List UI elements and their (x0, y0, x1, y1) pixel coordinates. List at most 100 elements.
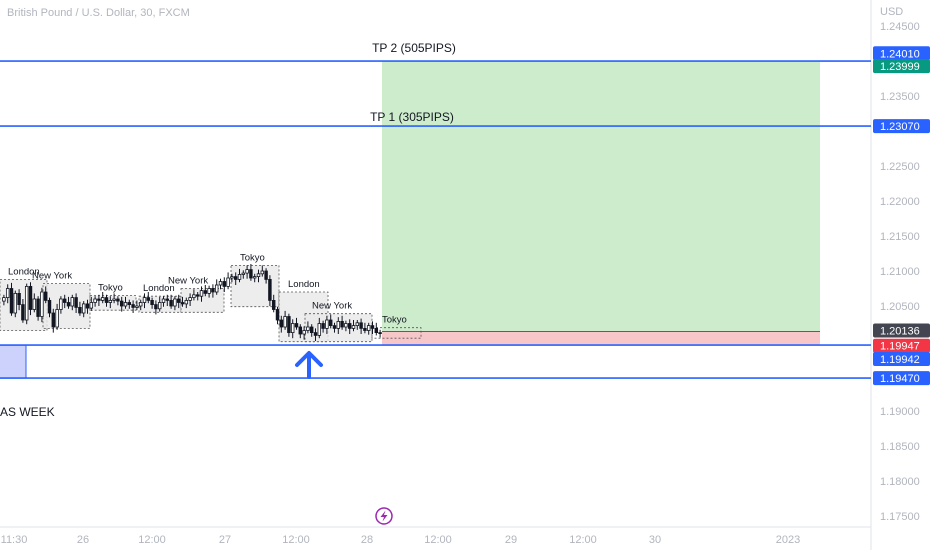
candle-body (176, 298, 181, 303)
candle-body (93, 298, 97, 303)
price-badge (873, 338, 930, 353)
candle-body (207, 288, 211, 294)
candle-body (290, 323, 295, 333)
candle-body (116, 298, 120, 302)
time-tick-label: 12:00 (282, 534, 310, 546)
candle-body (222, 281, 227, 287)
candle-body (298, 326, 303, 335)
candle-body (173, 298, 177, 307)
candle-body (332, 325, 337, 329)
time-tick-label: 2023 (776, 534, 800, 546)
price-tick-label: 1.17500 (880, 511, 920, 523)
time-tick-label: 28 (361, 534, 373, 546)
candle-body (138, 302, 143, 307)
candle-body (241, 272, 246, 275)
price-tick-label: 1.22000 (880, 196, 920, 208)
lightning-bolt-icon[interactable] (375, 507, 393, 525)
candle-body (336, 320, 341, 329)
price-badge-label: 1.19947 (880, 341, 920, 353)
price-badge-label: 1.23070 (880, 121, 920, 133)
candle-body (328, 319, 333, 326)
candle-body (203, 290, 208, 294)
price-badge (873, 46, 930, 61)
stop-zone[interactable] (382, 331, 820, 346)
highlight-box (0, 344, 27, 379)
candle-body (370, 325, 375, 329)
session-box (230, 264, 280, 308)
candle-body (66, 302, 71, 307)
price-badge (873, 371, 930, 386)
price-tick-label: 1.19000 (880, 406, 920, 418)
time-tick-label: 11:30 (1, 534, 28, 546)
candle-body (47, 299, 52, 314)
candle-body (283, 316, 287, 328)
candle-body (192, 294, 196, 298)
session-label: London (8, 266, 40, 277)
candle-body (355, 322, 360, 326)
candle-body (28, 285, 33, 310)
price-badges: 1.240101.239991.230701.201361.2011426:29… (873, 46, 930, 386)
candle-body (359, 322, 363, 329)
tp1-label: TP 1 (305PIPS) (370, 110, 454, 124)
candle-body (135, 305, 139, 308)
candle-body (146, 297, 151, 301)
candle-body (268, 278, 272, 301)
candle-body (5, 288, 10, 299)
candle-body (169, 299, 173, 307)
session-label: New York (32, 271, 72, 282)
profit-zone[interactable] (382, 61, 820, 332)
time-axis-ticks: 11:30 26 12:00 27 12:00 28 12:00 29 12:00 30 2023 (1, 534, 801, 546)
candle-body (313, 332, 318, 336)
time-tick-label: 30 (649, 534, 661, 546)
price-badge-label: 1.20136 (880, 325, 920, 337)
session-label: Tokyo (98, 283, 123, 294)
candle-body (351, 325, 356, 329)
price-badge (873, 352, 930, 367)
price-tick-label: 1.21500 (880, 231, 920, 243)
candle-body (218, 281, 223, 286)
candle-body (97, 298, 101, 301)
price-badge-label: 1.23999 (880, 61, 920, 73)
candle-body (13, 292, 18, 314)
price-badge-label: 1.19942 (880, 354, 920, 366)
horizontal-lines (0, 60, 871, 379)
time-tick-label: 12:00 (138, 534, 166, 546)
time-tick-label: 27 (219, 534, 231, 546)
candle-body (340, 320, 344, 328)
candle-body (100, 297, 105, 301)
candlesticks (2, 264, 382, 341)
candle-body (237, 274, 242, 280)
candle-body (271, 299, 276, 310)
candle-body (40, 291, 44, 317)
week-annotation: AS WEEK (0, 405, 55, 419)
candle-body (199, 290, 204, 297)
candle-body (317, 323, 322, 336)
candle-body (165, 298, 170, 301)
candle-body (294, 323, 299, 328)
candle-body (214, 284, 219, 293)
price-tick-label: 1.21000 (880, 266, 920, 278)
symbol-title[interactable]: British Pound / U.S. Dollar, 30, FXCM (7, 7, 190, 19)
candle-body (119, 300, 124, 307)
price-tick-label: 1.22500 (880, 161, 920, 173)
candle-body (104, 297, 109, 303)
candle-body (32, 298, 37, 310)
candle-body (233, 276, 238, 280)
candle-body (51, 312, 56, 328)
candle-body (154, 304, 158, 310)
candle-body (21, 304, 25, 321)
candle-body (275, 309, 280, 321)
time-tick-label: 12:00 (424, 534, 452, 546)
candle-body (279, 319, 284, 328)
price-tick-label: 1.24500 (880, 21, 920, 33)
candle-body (306, 326, 310, 331)
session-label: New York (168, 276, 208, 287)
candle-body (74, 297, 78, 308)
time-tick-label: 12:00 (569, 534, 597, 546)
candle-body (287, 316, 291, 334)
tp2-label: TP 2 (505PIPS) (372, 41, 456, 55)
candle-body (252, 276, 257, 279)
candle-body (249, 269, 253, 279)
candle-body (374, 327, 379, 333)
